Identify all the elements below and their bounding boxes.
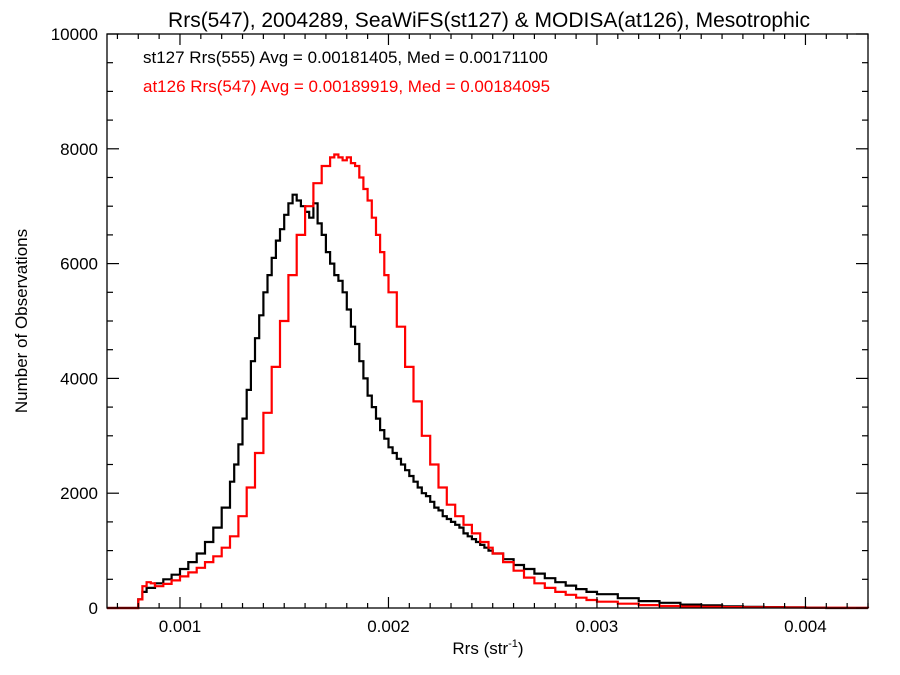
annotation-red: at126 Rrs(547) Avg = 0.00189919, Med = 0… <box>143 77 550 96</box>
y-tick-label: 2000 <box>60 484 98 503</box>
y-tick-label: 8000 <box>60 140 98 159</box>
x-axis-label-main: Rrs (str <box>452 639 508 658</box>
x-tick-label: 0.001 <box>159 617 202 636</box>
y-tick-label: 0 <box>89 599 98 618</box>
x-tick-label: 0.004 <box>784 617 827 636</box>
y-axis-label: Number of Observations <box>12 229 31 413</box>
chart-title: Rrs(547), 2004289, SeaWiFS(st127) & MODI… <box>168 9 810 32</box>
x-axis-label: Rrs (str-1) <box>452 638 523 658</box>
series-line-0 <box>107 193 868 610</box>
y-tick-label: 4000 <box>60 369 98 388</box>
y-tick-label: 6000 <box>60 255 98 274</box>
x-tick-label: 0.002 <box>367 617 410 636</box>
series-layer <box>107 153 870 610</box>
y-axis-label-group: Number of Observations <box>12 229 31 413</box>
x-tick-label: 0.003 <box>576 617 619 636</box>
x-axis-label-superscript: -1 <box>508 638 518 650</box>
y-tick-label: 10000 <box>51 25 98 44</box>
axis-ticks: 0.001 0.002 0.003 0.004 0 2000 4000 6000 8000 100… <box>51 25 869 636</box>
plot-frame <box>106 33 869 609</box>
annotation-black: st127 Rrs(555) Avg = 0.00181405, Med = 0… <box>143 48 548 67</box>
x-axis-label-close: ) <box>518 639 524 658</box>
series-line-1 <box>107 153 870 610</box>
